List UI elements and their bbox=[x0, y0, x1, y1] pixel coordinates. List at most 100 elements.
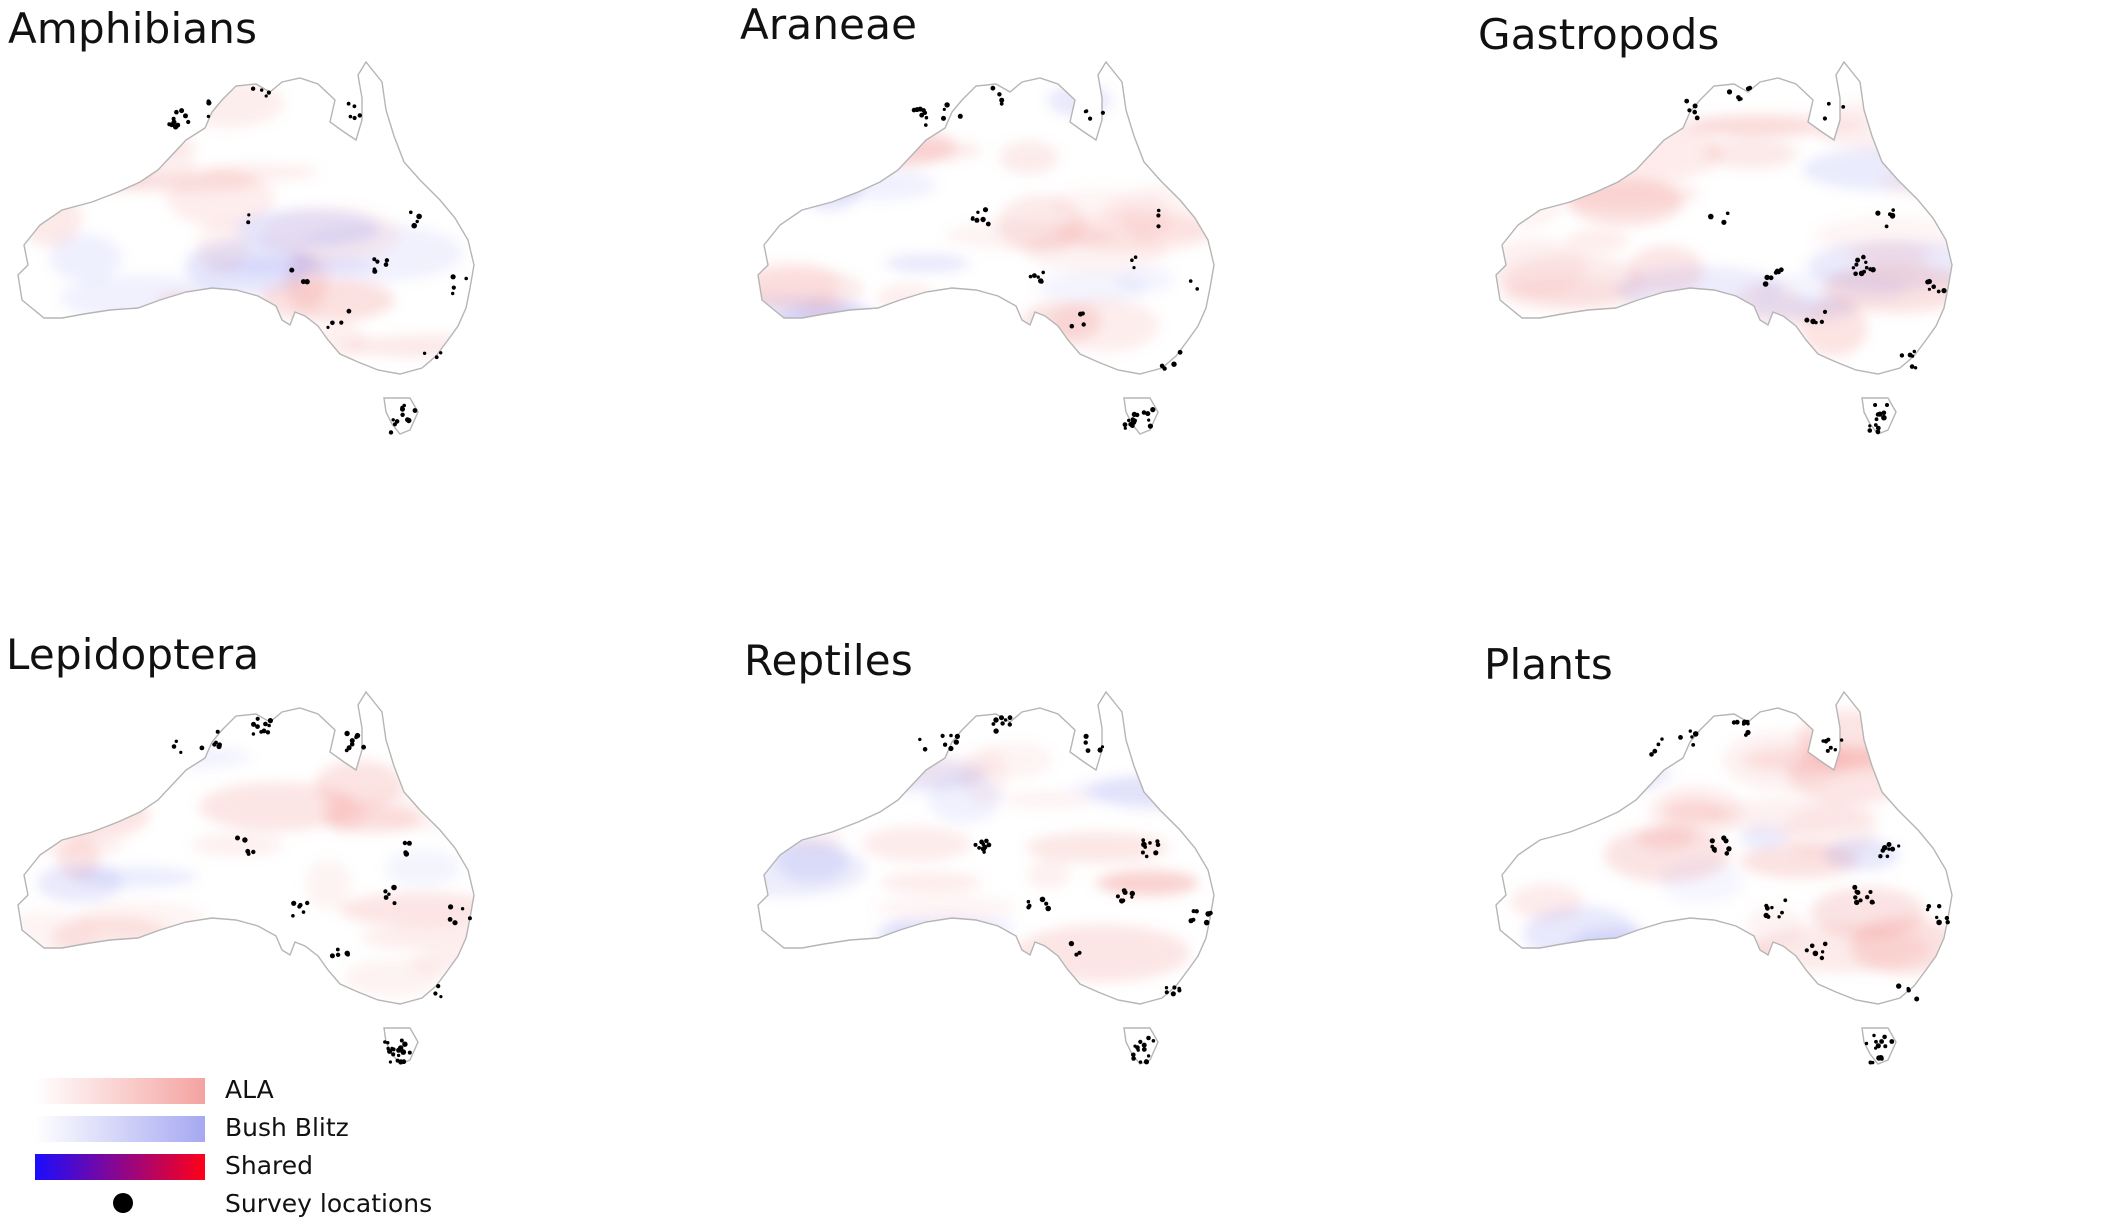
survey-location-dot bbox=[467, 916, 472, 921]
survey-location-dot bbox=[1656, 742, 1661, 747]
survey-location-dot bbox=[422, 351, 427, 355]
survey-location-dot bbox=[1688, 729, 1692, 733]
survey-location-dot bbox=[1122, 422, 1128, 428]
survey-location-dot bbox=[1936, 919, 1942, 926]
survey-location-dot bbox=[264, 94, 268, 98]
survey-location-dot bbox=[973, 842, 978, 847]
coastline bbox=[17, 690, 475, 1005]
survey-location-dot bbox=[1853, 895, 1858, 900]
survey-location-dot bbox=[1129, 890, 1135, 897]
bush-blitz-density-area bbox=[1529, 951, 1644, 984]
survey-location-dot bbox=[1133, 1044, 1137, 1048]
survey-location-dot bbox=[261, 728, 267, 734]
survey-location-dot bbox=[400, 1049, 407, 1055]
survey-location-dot bbox=[242, 837, 248, 843]
survey-location-dot bbox=[1007, 715, 1013, 721]
survey-location-dot bbox=[922, 110, 928, 116]
survey-location-dot bbox=[1000, 721, 1005, 726]
survey-location-dot bbox=[1177, 988, 1182, 993]
ala-density-area bbox=[758, 793, 857, 813]
survey-location-dot bbox=[1130, 895, 1134, 899]
survey-location-dot bbox=[1130, 258, 1134, 262]
survey-location-dot bbox=[1146, 1054, 1151, 1058]
survey-location-dot bbox=[1926, 904, 1932, 909]
survey-location-dot bbox=[349, 741, 355, 747]
survey-location-dot bbox=[982, 844, 988, 850]
bush-blitz-density-area bbox=[384, 849, 460, 887]
survey-location-dot bbox=[1944, 915, 1950, 921]
survey-location-dot bbox=[985, 221, 991, 227]
ala-density-area bbox=[344, 334, 474, 358]
survey-location-dot bbox=[942, 742, 948, 747]
survey-location-dot bbox=[1912, 349, 1916, 354]
ala-density-area bbox=[1549, 178, 1700, 210]
survey-location-dot bbox=[1873, 403, 1878, 407]
shared-gradient-swatch bbox=[35, 1154, 205, 1180]
legend-label: ALA bbox=[225, 1075, 274, 1104]
survey-location-dot bbox=[391, 1052, 396, 1057]
survey-location-dot bbox=[922, 747, 928, 752]
survey-location-dot bbox=[335, 947, 340, 952]
survey-location-dot bbox=[1783, 898, 1788, 903]
survey-location-dot bbox=[346, 101, 351, 106]
survey-location-dot bbox=[1745, 729, 1751, 736]
survey-location-dot bbox=[1828, 745, 1833, 750]
survey-location-dot bbox=[1205, 911, 1211, 917]
survey-location-dot bbox=[255, 724, 260, 729]
survey-location-dot bbox=[372, 268, 378, 274]
survey-location-dot bbox=[1869, 899, 1875, 905]
survey-location-dot bbox=[1910, 354, 1915, 358]
survey-location-dot bbox=[383, 895, 389, 900]
bush-blitz-density-area bbox=[32, 140, 132, 169]
tasmania-outline bbox=[1123, 397, 1159, 435]
ala-density-area bbox=[1586, 125, 1723, 181]
map-panel-lepidoptera: Lepidoptera bbox=[0, 630, 700, 1230]
survey-location-dot bbox=[1868, 1060, 1873, 1065]
survey-location-dot bbox=[1821, 739, 1825, 743]
survey-location-dot bbox=[924, 123, 928, 127]
survey-location-dot bbox=[974, 217, 980, 223]
survey-location-dot bbox=[1881, 410, 1887, 416]
survey-location-dot bbox=[1085, 748, 1091, 753]
survey-location-dot bbox=[1945, 920, 1950, 925]
survey-location-dot bbox=[1914, 996, 1920, 1002]
survey-location-dot bbox=[919, 112, 925, 118]
ala-density-area bbox=[36, 136, 197, 192]
survey-location-dot bbox=[402, 1041, 408, 1047]
ala-density-area bbox=[65, 134, 151, 188]
survey-location-dot bbox=[416, 213, 422, 220]
ala-density-area bbox=[259, 278, 395, 322]
survey-location-dot bbox=[1155, 839, 1160, 844]
survey-location-dot bbox=[400, 412, 405, 417]
survey-location-dot bbox=[375, 259, 380, 264]
survey-location-dot bbox=[179, 750, 183, 754]
survey-location-dot bbox=[1825, 748, 1830, 753]
australia-map bbox=[757, 690, 1215, 1065]
legend-item-survey-locations: Survey locations bbox=[33, 1189, 453, 1218]
survey-location-dot bbox=[1143, 845, 1147, 849]
survey-location-dot bbox=[289, 267, 295, 273]
survey-location-dot bbox=[1765, 905, 1770, 911]
ala-density-area bbox=[1498, 189, 1561, 228]
survey-location-dot bbox=[1885, 403, 1889, 407]
survey-location-dot bbox=[1864, 1041, 1869, 1046]
survey-location-dot bbox=[1891, 208, 1895, 212]
survey-location-dot bbox=[1875, 429, 1881, 435]
ala-density-area bbox=[1496, 238, 1587, 295]
survey-location-dot bbox=[1044, 901, 1049, 906]
ala-density-area bbox=[1093, 871, 1200, 894]
survey-location-dot bbox=[1155, 842, 1161, 847]
survey-location-dot bbox=[1170, 991, 1176, 997]
survey-location-dot bbox=[1820, 950, 1825, 954]
survey-location-markers bbox=[918, 715, 1213, 1065]
survey-location-dot bbox=[999, 715, 1004, 721]
survey-location-dot bbox=[1874, 1039, 1878, 1044]
tasmania-outline bbox=[1123, 1027, 1159, 1065]
survey-location-dot bbox=[1026, 899, 1031, 904]
map-legend: ALA Bush Blitz Shared Survey locations bbox=[33, 1075, 453, 1220]
survey-location-dot bbox=[1156, 224, 1161, 229]
panel-title: Amphibians bbox=[8, 4, 258, 53]
survey-location-dot bbox=[970, 217, 975, 221]
survey-location-dot bbox=[999, 97, 1005, 103]
survey-location-dot bbox=[1652, 748, 1658, 754]
